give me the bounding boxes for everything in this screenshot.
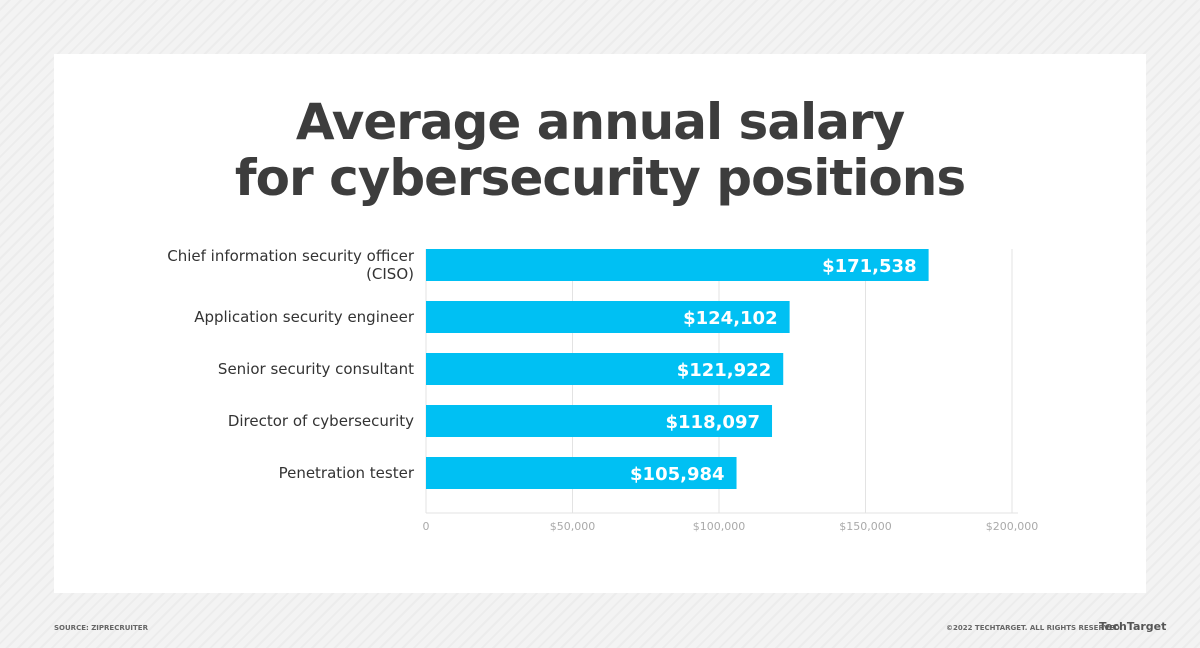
value-label: $121,922 xyxy=(677,360,772,381)
x-tick-label: 0 xyxy=(422,520,430,533)
x-tick-label: $100,000 xyxy=(692,520,746,533)
y-tick-label: Director of cybersecurity xyxy=(227,412,414,430)
bar xyxy=(426,405,773,437)
x-tick-label: $150,000 xyxy=(839,520,892,533)
source: SOURCE: ZIPRECRUITER xyxy=(54,624,148,632)
bar xyxy=(426,249,929,281)
logo: TechTarget xyxy=(1099,620,1167,633)
x-tick-label: $200,000 xyxy=(985,520,1039,533)
bar xyxy=(426,353,784,385)
value-label: $171,538 xyxy=(822,256,917,277)
value-label: $105,984 xyxy=(630,464,725,485)
y-tick-label: Application security engineer xyxy=(194,308,414,326)
y-tick-label: Penetration tester xyxy=(278,464,414,482)
bar xyxy=(426,457,737,489)
copyright: ©2022 TECHTARGET. ALL RIGHTS RESERVED xyxy=(946,624,1120,632)
y-tick-label: Senior security consultant xyxy=(217,360,414,378)
value-label: $118,097 xyxy=(666,412,761,433)
bar xyxy=(426,301,790,333)
value-label: $124,102 xyxy=(683,308,778,329)
y-tick-label: Chief information security officer (CISO… xyxy=(167,247,414,283)
x-tick-label: $50,000 xyxy=(549,520,596,533)
chart-title: Average annual salary for cybersecurity … xyxy=(234,93,966,207)
